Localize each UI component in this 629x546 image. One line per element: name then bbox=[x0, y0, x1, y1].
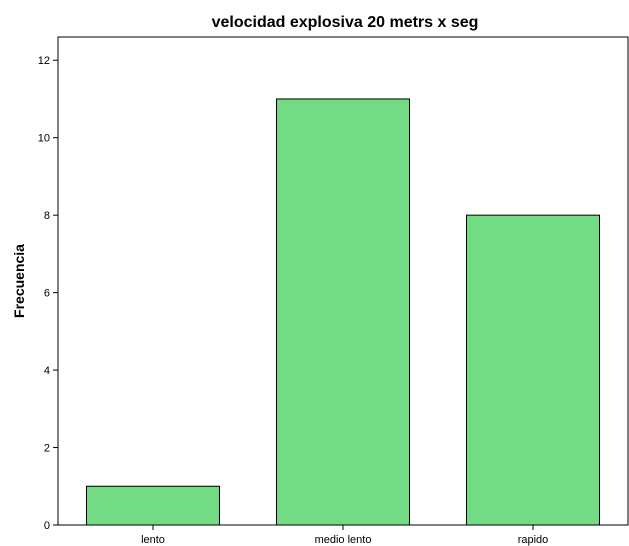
y-tick-label: 0 bbox=[44, 520, 50, 532]
y-tick-label: 2 bbox=[44, 443, 50, 455]
chart-title: velocidad explosiva 20 metrs x seg bbox=[212, 14, 479, 31]
bars-group bbox=[86, 98, 600, 526]
x-axis-ticks: lento medio lento rapido bbox=[141, 525, 548, 546]
y-tick-label: 4 bbox=[44, 365, 50, 377]
bar-lento bbox=[86, 485, 220, 526]
y-tick-label: 6 bbox=[44, 288, 50, 300]
x-tick-label: lento bbox=[141, 534, 165, 546]
x-tick-label: rapido bbox=[518, 534, 549, 546]
y-axis-ticks: 0 2 4 6 8 10 12 bbox=[38, 55, 58, 532]
bar-rapido bbox=[466, 214, 600, 526]
x-tick-label: medio lento bbox=[315, 534, 372, 546]
bar-medio-lento bbox=[276, 98, 410, 526]
y-axis-label: Frecuencia bbox=[11, 244, 27, 318]
y-tick-label: 10 bbox=[38, 133, 50, 145]
plot-frame bbox=[57, 36, 629, 526]
y-tick-label: 12 bbox=[38, 55, 50, 67]
y-tick-label: 8 bbox=[44, 210, 50, 222]
